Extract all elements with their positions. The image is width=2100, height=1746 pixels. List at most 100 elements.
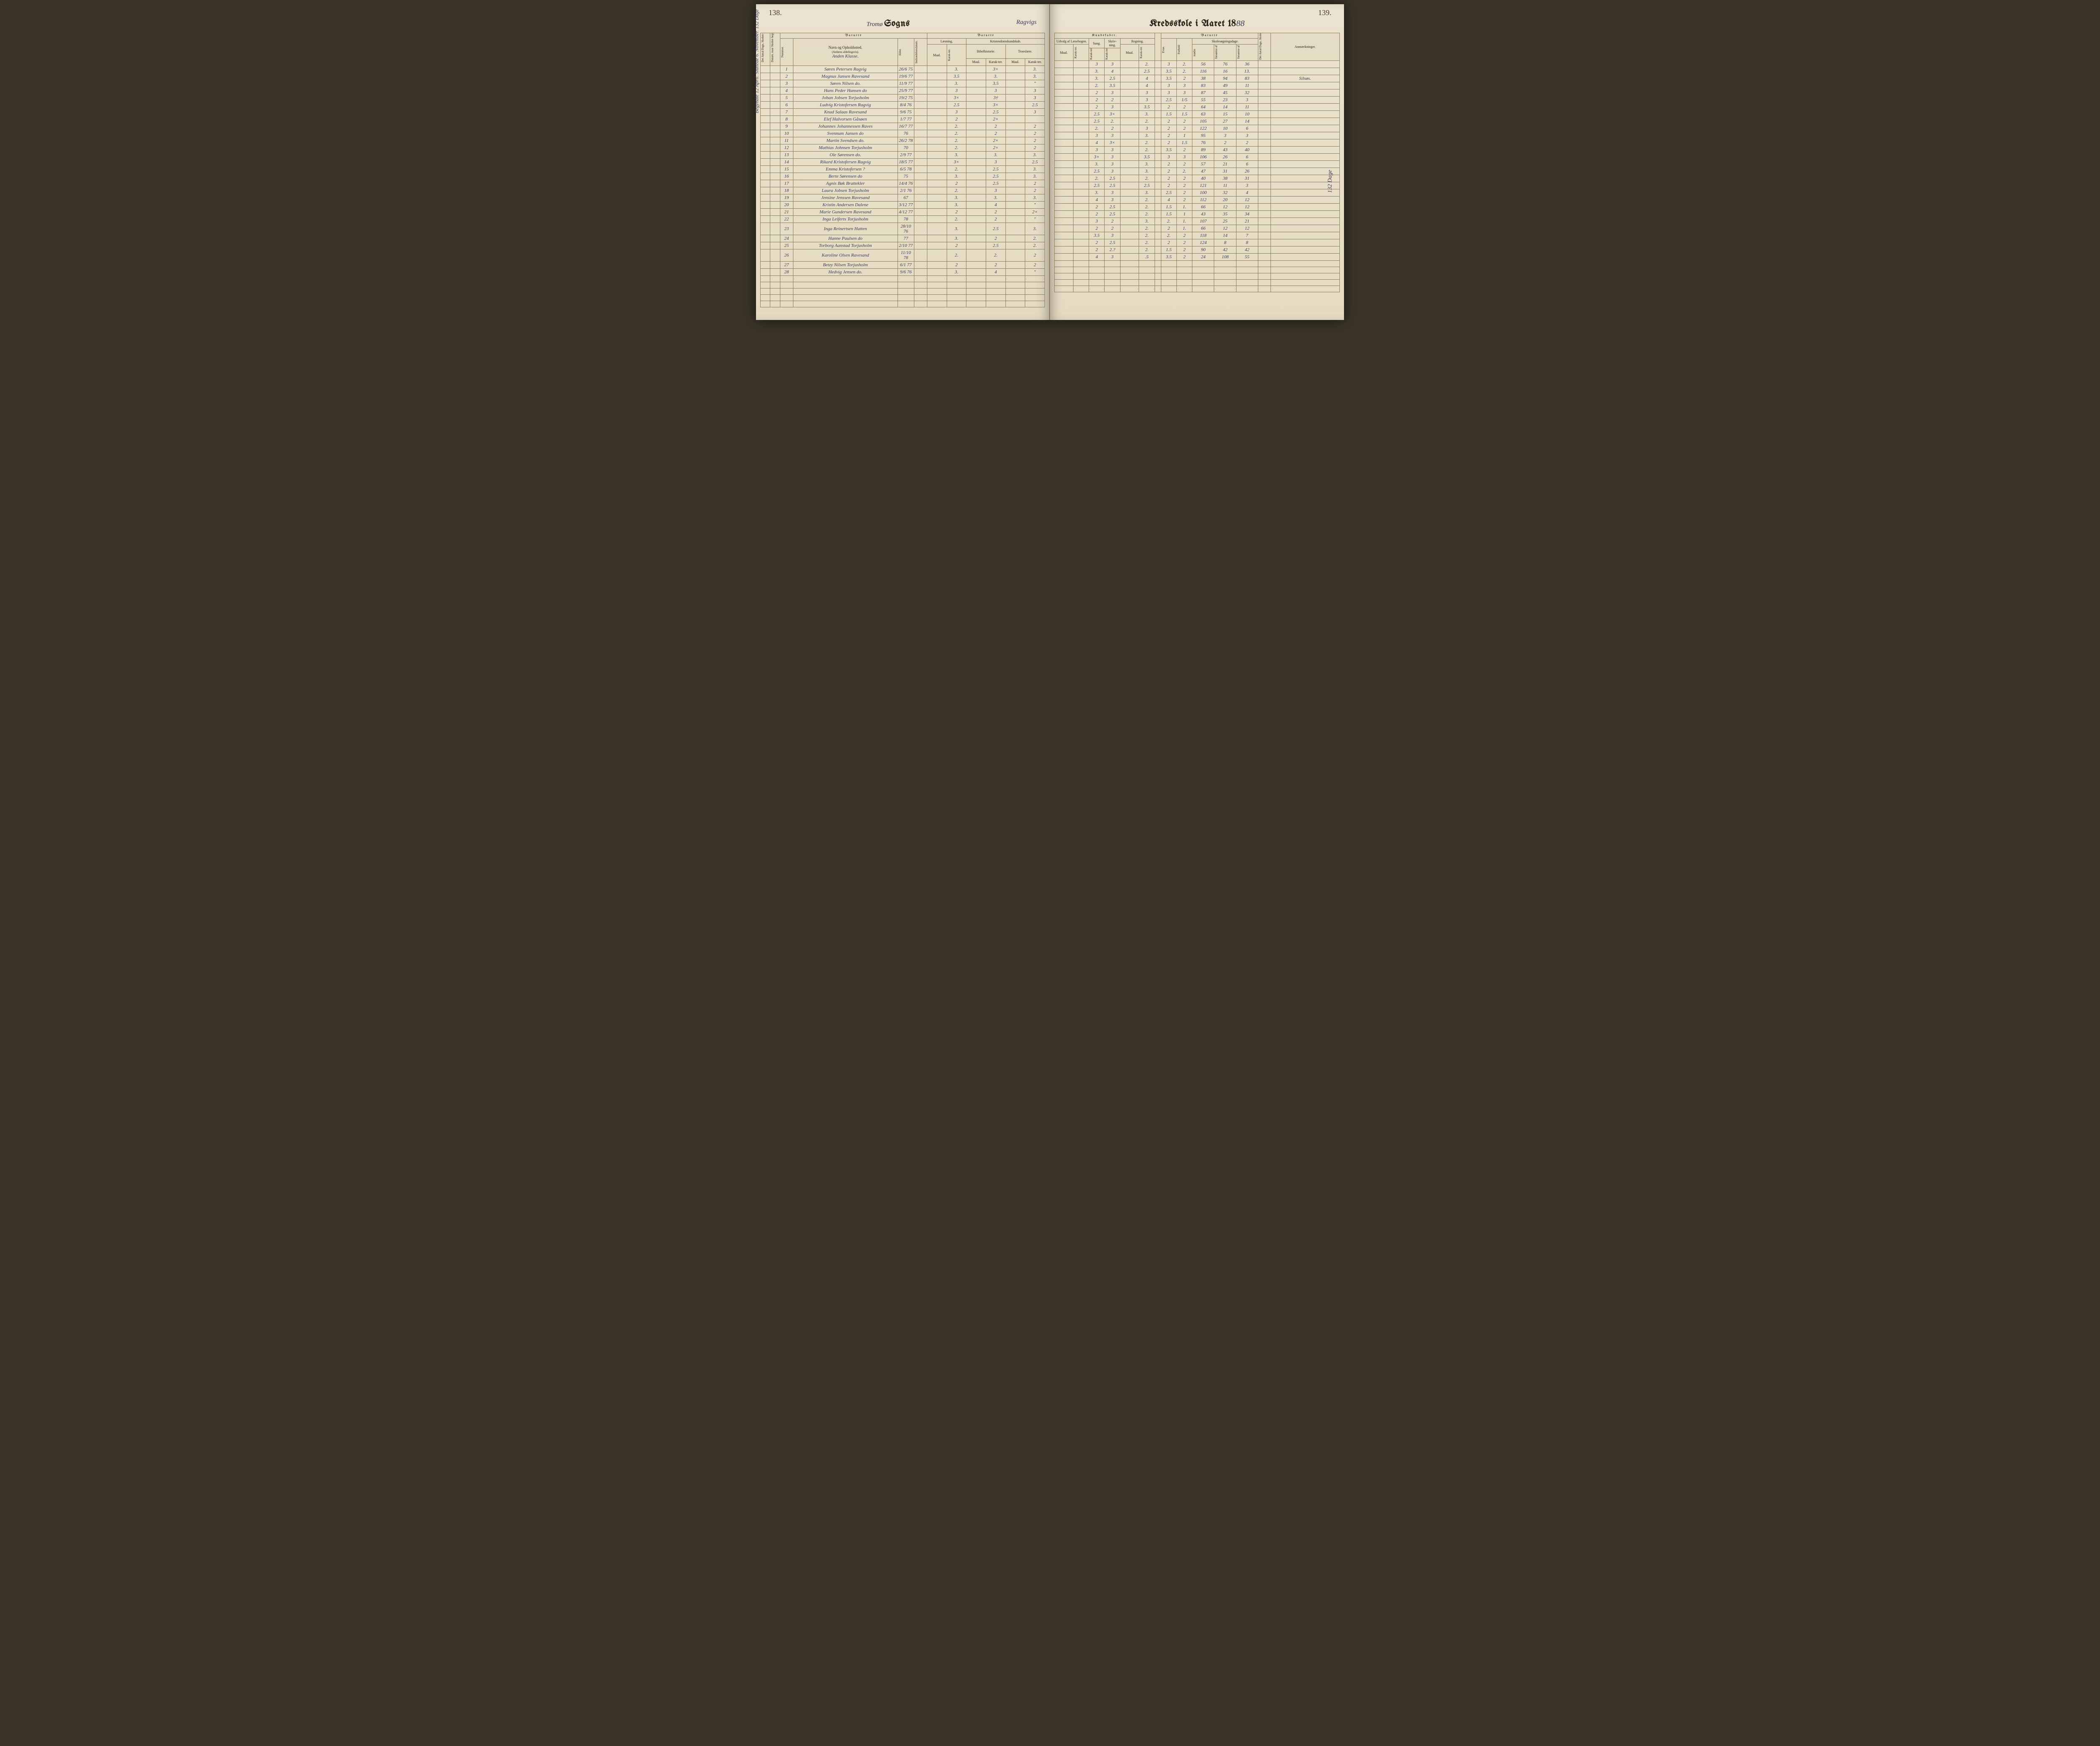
- h-sang-k: Karak-ter.: [1089, 49, 1093, 60]
- student-age: 16/7 77: [898, 123, 914, 130]
- student-age: 11/10 78: [898, 249, 914, 262]
- h-u-kar: Karak-ter.: [1074, 46, 1077, 59]
- remark: [1270, 118, 1339, 125]
- remark: [1270, 239, 1339, 246]
- h-alder: Alder.: [898, 39, 902, 65]
- row-number: 15: [780, 166, 793, 173]
- student-age: 2/9 77: [898, 152, 914, 159]
- student-age: 26/2 78: [898, 137, 914, 144]
- table-row-empty: [1055, 286, 1340, 292]
- table-row: 24Hanne Paulsen do773.22.: [761, 235, 1045, 242]
- remark: [1270, 218, 1339, 225]
- row-number: 21: [780, 209, 793, 216]
- h-nummer: Nummer.: [781, 39, 784, 65]
- title-ragvigs: Ragvigs: [1016, 19, 1037, 26]
- h-l-kar: Karak-ter.: [948, 49, 951, 61]
- student-age: 11/9 77: [898, 80, 914, 87]
- row-number: 23: [780, 223, 793, 235]
- remark: [1270, 89, 1339, 97]
- h-sang: Sang.: [1089, 39, 1105, 48]
- right-title: Kredsskole i Aaret 1888: [1054, 19, 1340, 29]
- h-u-maal: Maal.: [1055, 45, 1074, 61]
- student-name: Berte Sørensen do: [793, 173, 898, 180]
- table-row: 15Emma Kristofersen ?6/5 782.2.53.: [761, 166, 1045, 173]
- student-name: Søren Petersen Ragvig: [793, 66, 898, 73]
- h-navn-note: (Anføres afdelingsvis).: [832, 50, 859, 54]
- student-name: Martin Svendsen do.: [793, 137, 898, 144]
- student-age: 78: [898, 216, 914, 223]
- table-row: 6Ludvig Kristofersen Ragvig8/4 762.53×2.…: [761, 102, 1045, 109]
- student-age: 14/4 76: [898, 180, 914, 187]
- h-bh-m: Maal.: [966, 58, 986, 66]
- student-name: Johan Jobsen Torjusholm: [793, 94, 898, 102]
- table-row-empty: [761, 276, 1045, 282]
- table-row: 23Inga Reinertsen Hatten28/10 763.2.53.: [761, 223, 1045, 235]
- ledger-book: 138. Begyndte 12 April. Sluttede 6. Nove…: [756, 4, 1344, 320]
- row-number: 2: [780, 73, 793, 80]
- h-indtraedelse: Indtrædelsesdatum.: [915, 39, 918, 65]
- table-row-empty: [761, 295, 1045, 301]
- right-page: 139. 132 Dage Kredsskole i Aaret 1888 Ku…: [1050, 4, 1344, 320]
- table-row: 1Søren Petersen Ragvig26/6 753.3×3.: [761, 66, 1045, 73]
- student-age: 76: [898, 130, 914, 137]
- table-row: 2232.51/555233: [1055, 97, 1340, 104]
- student-age: 2/1 76: [898, 187, 914, 194]
- table-row-empty: [761, 288, 1045, 295]
- row-number: 4: [780, 87, 793, 94]
- table-row: 323.2.1.1072521: [1055, 218, 1340, 225]
- table-row: 332.32.567636: [1055, 61, 1340, 68]
- student-age: 9/6 76: [898, 269, 914, 276]
- h-barnets-1: Barnets: [780, 33, 927, 39]
- student-age: 19/6 77: [898, 73, 914, 80]
- left-page-number: 138.: [769, 8, 782, 17]
- h-r-maal: Maal.: [1120, 45, 1139, 61]
- student-name: Marie Gundersen Ravesand: [793, 209, 898, 216]
- table-row: 3.2.543.52389483Silsøs.: [1055, 75, 1340, 82]
- student-age: 8/4 76: [898, 102, 914, 109]
- student-age: 2/10 77: [898, 242, 914, 249]
- remark: [1270, 139, 1339, 147]
- table-row: 4Hans Peder Hansen do25/9 77333: [761, 87, 1045, 94]
- student-age: 77: [898, 235, 914, 242]
- student-name: Svennum Jansen do: [793, 130, 898, 137]
- table-row: 333.219533: [1055, 132, 1340, 139]
- row-number: 16: [780, 173, 793, 180]
- title-kredsskole: Kredsskole i Aaret 18: [1150, 19, 1236, 29]
- row-number: 11: [780, 137, 793, 144]
- table-row: 10Svennum Jansen do762.22: [761, 130, 1045, 137]
- table-row: 26Karoline Olsen Ravesand11/10 782.2.2: [761, 249, 1045, 262]
- h-tr-k: Karak-ter.: [1025, 58, 1045, 66]
- remark: [1270, 82, 1339, 89]
- table-row: 22.52.1.51.661212: [1055, 204, 1340, 211]
- h-barnets-3: Barnets: [1161, 33, 1258, 39]
- table-row: 233.522641411: [1055, 104, 1340, 111]
- table-row: 23333874532: [1055, 89, 1340, 97]
- h-antal-holdt: Det Antal Dage, Skolen i Virkeligheden e…: [1259, 34, 1262, 60]
- row-number: 18: [780, 187, 793, 194]
- h-bibel: Bibelhistorie.: [966, 45, 1005, 59]
- table-row: 22Inga Leiferts Torjusholm782.2": [761, 216, 1045, 223]
- table-row: 28Hedvig Jensen do.9/6 763.4": [761, 269, 1045, 276]
- h-barnets-2: Barnets: [927, 33, 1045, 39]
- student-name: Mathias Johnsen Torjusholm: [793, 144, 898, 152]
- student-name: Ludvig Kristofersen Ragvig: [793, 102, 898, 109]
- h-anm: Anmærkninger.: [1270, 33, 1339, 61]
- row-number: 17: [780, 180, 793, 187]
- student-name: Elef Halvorsen Gåsøen: [793, 116, 898, 123]
- student-name: Knud Salaas Ravesand: [793, 109, 898, 116]
- table-row: 7Knud Salaas Ravesand9/6 7532.53: [761, 109, 1045, 116]
- table-row: 9Johannes Johannessen Raves16/7 772.22: [761, 123, 1045, 130]
- h-kristendom: Kristendomskundskab.: [966, 39, 1045, 45]
- student-age: 25/9 77: [898, 87, 914, 94]
- student-age: 28/10 76: [898, 223, 914, 235]
- title-sogns: Sogns: [884, 19, 910, 29]
- student-name: Laura Jobsen Torjusholm: [793, 187, 898, 194]
- row-number: 10: [780, 130, 793, 137]
- row-number: 3: [780, 80, 793, 87]
- student-name: Ole Sørensen do.: [793, 152, 898, 159]
- table-row-empty: [1055, 267, 1340, 273]
- student-name: Kristin Andersen Dalene: [793, 202, 898, 209]
- student-age: 3/12 77: [898, 202, 914, 209]
- table-row: 2.53×3.1.51.5631510: [1055, 111, 1340, 118]
- h-datum: Datum, naar Skolen begynder og slutter h…: [771, 37, 774, 62]
